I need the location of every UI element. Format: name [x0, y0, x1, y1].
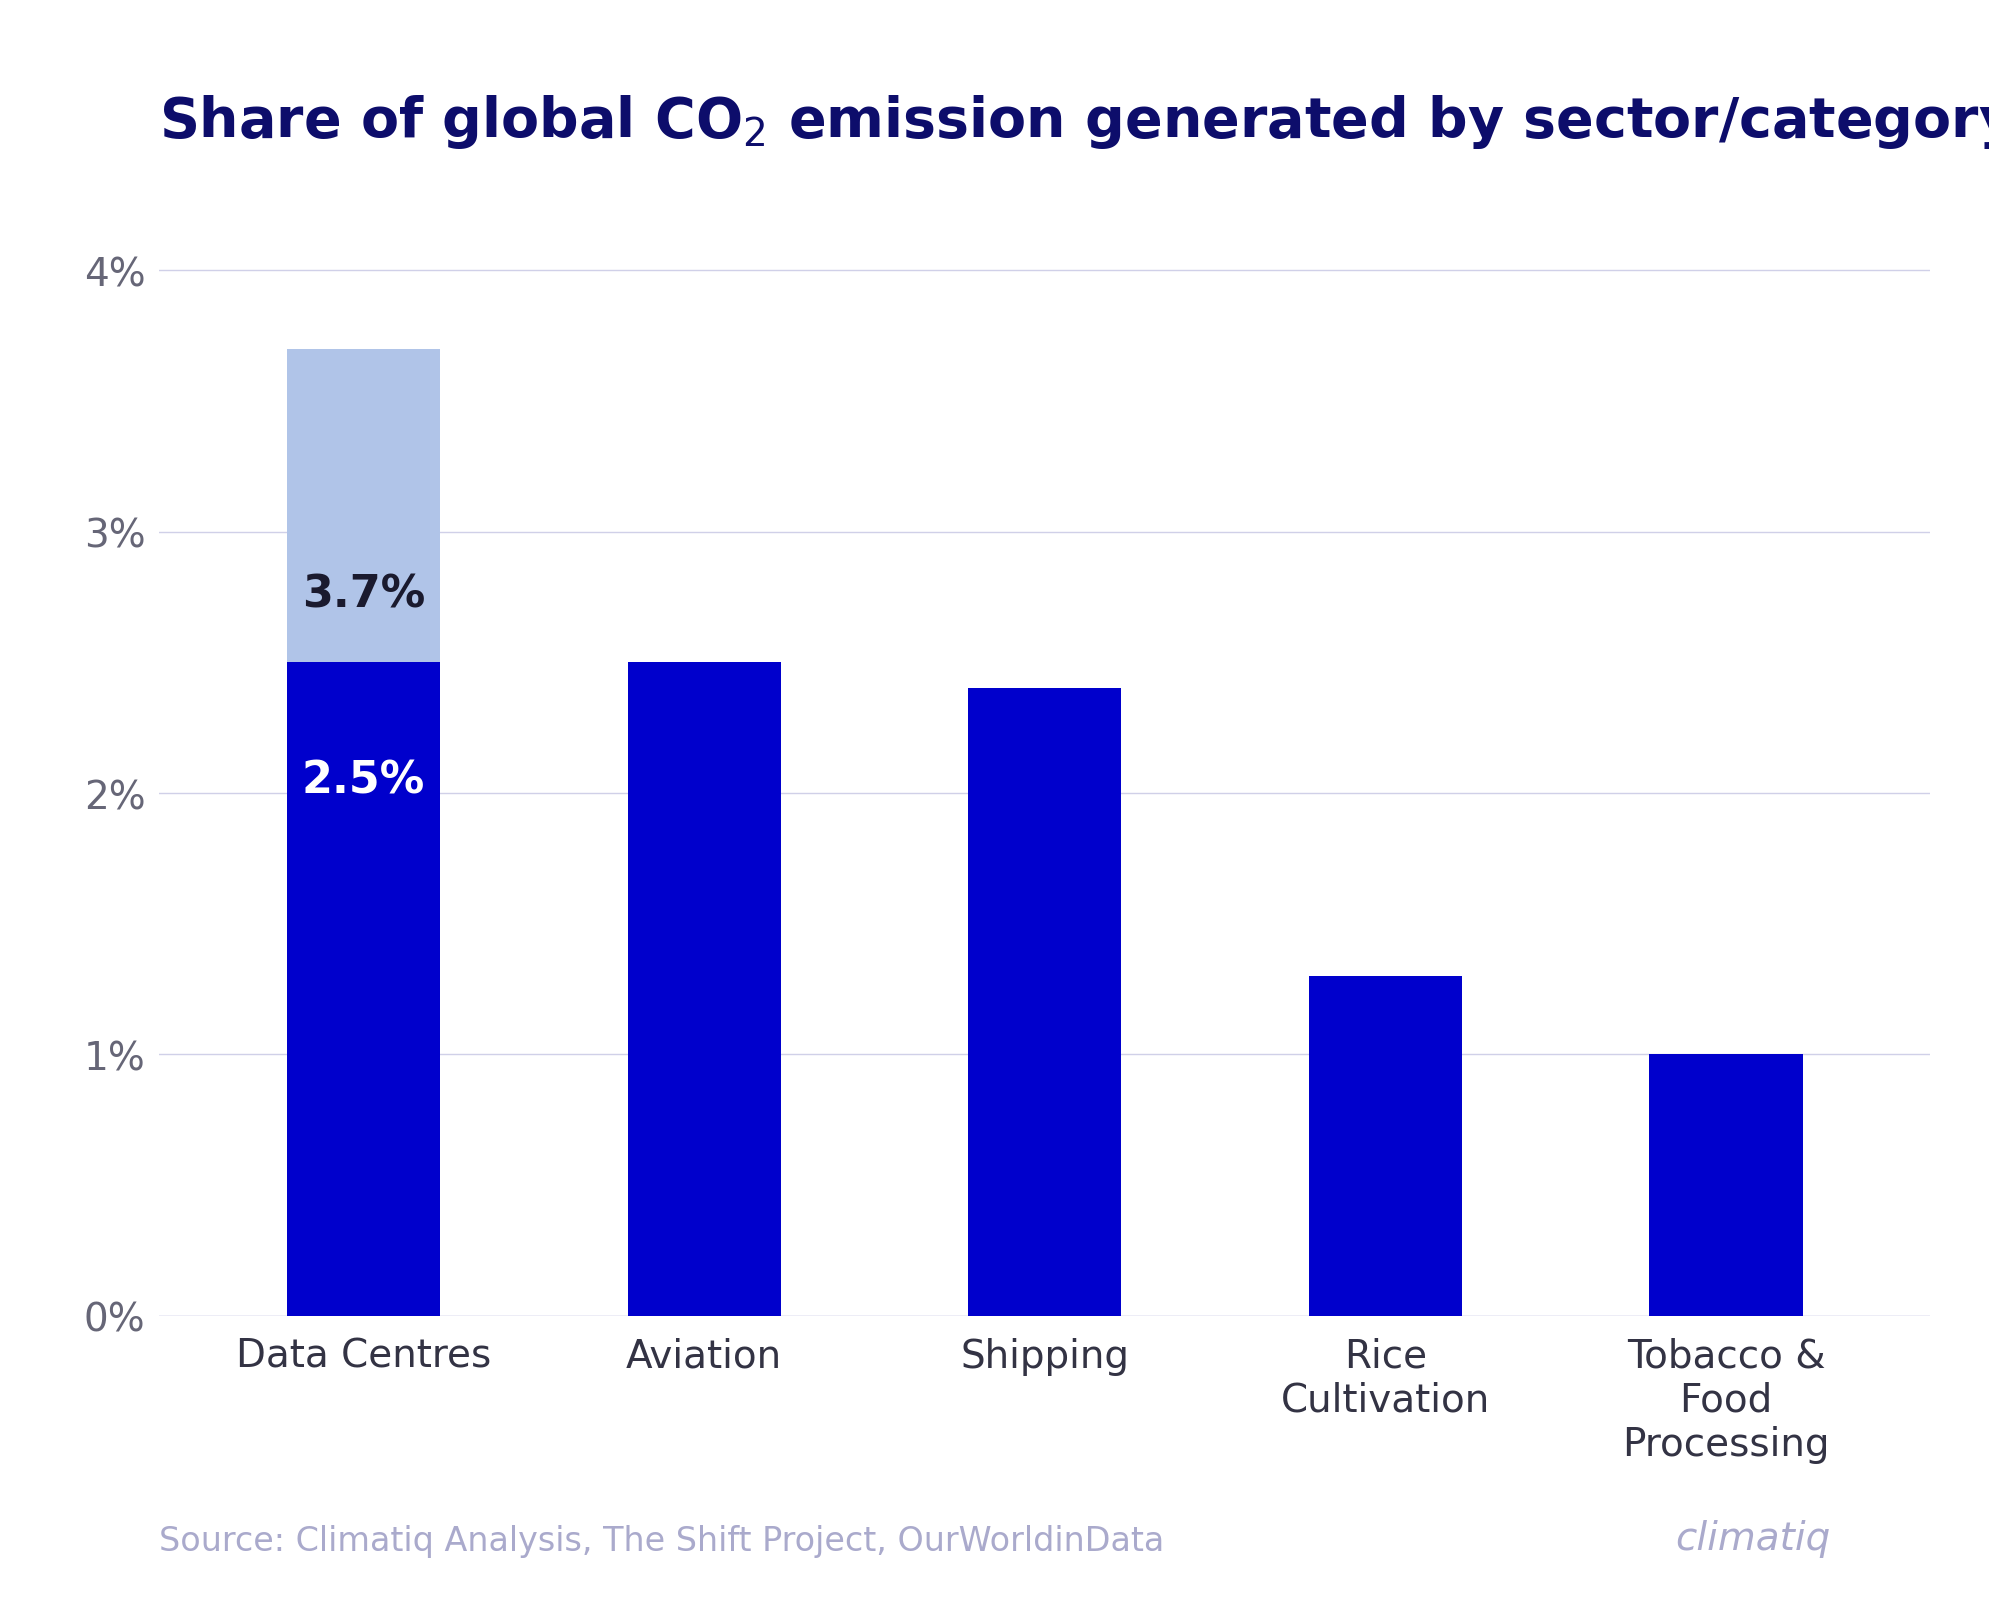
- Bar: [286, 663, 440, 1316]
- Text: 2.5%: 2.5%: [302, 759, 426, 802]
- Text: Source: Climatiq Analysis, The Shift Project, OurWorldinData: Source: Climatiq Analysis, The Shift Pro…: [159, 1523, 1164, 1557]
- Bar: [967, 689, 1122, 1316]
- Text: Share of global CO$_2$ emission generated by sector/category: Share of global CO$_2$ emission generate…: [159, 93, 1989, 151]
- Bar: [286, 350, 440, 663]
- Bar: [627, 663, 780, 1316]
- Bar: [1649, 1054, 1802, 1316]
- Text: climatiq: climatiq: [1675, 1518, 1830, 1557]
- Text: 3.7%: 3.7%: [302, 573, 426, 616]
- Bar: [1309, 976, 1462, 1316]
